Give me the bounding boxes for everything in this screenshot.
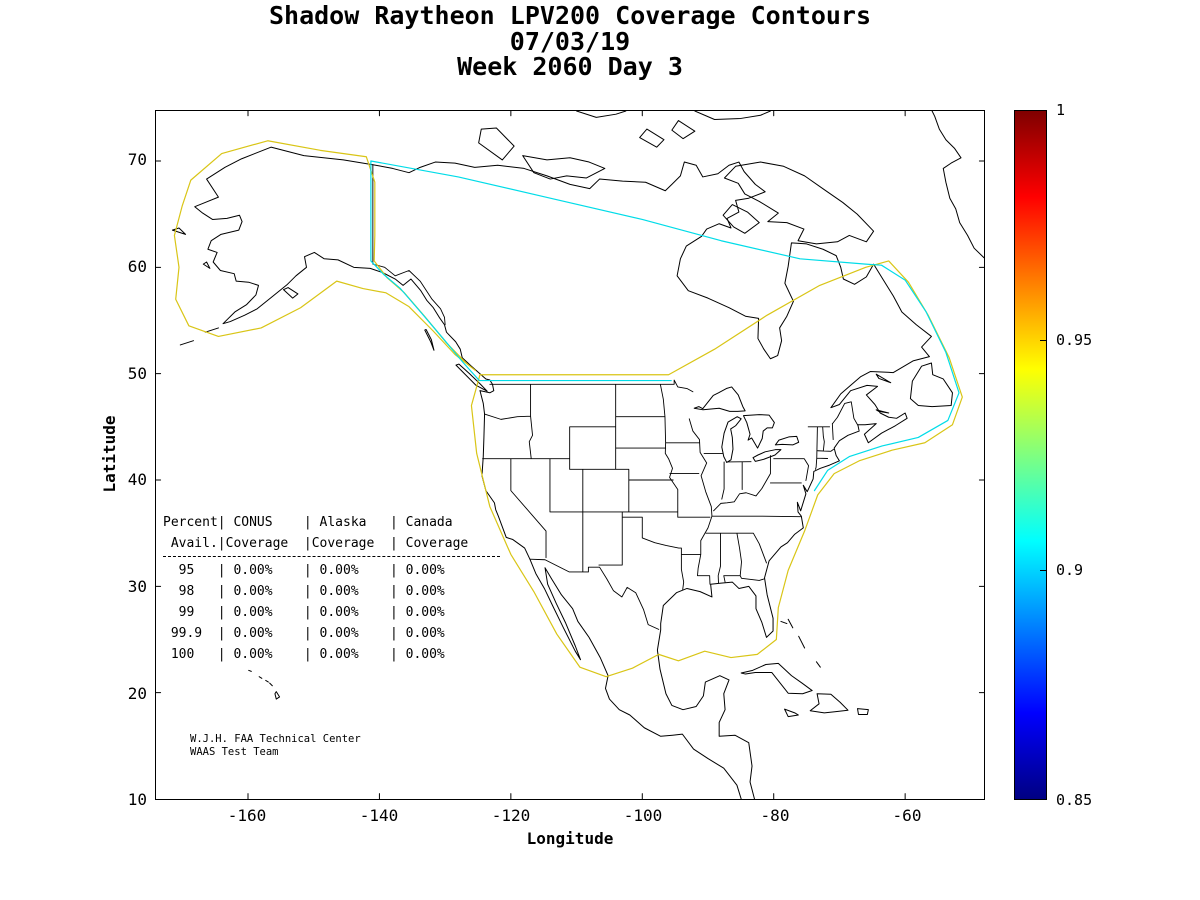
y-tick-label: 50 (127, 364, 147, 383)
coverage-table-divider (163, 556, 500, 557)
north-america-map (156, 111, 984, 799)
x-tick-label: -140 (359, 806, 399, 825)
y-tick-label: 60 (127, 257, 147, 276)
colorbar-tick-label: 0.95 (1056, 331, 1093, 349)
x-tick-label: -100 (623, 806, 663, 825)
coverage-table-row-100: 100 | 0.00% | 0.00% | 0.00% (163, 647, 445, 662)
state-borders-path (373, 165, 858, 630)
y-tick-label: 40 (127, 470, 147, 489)
y-tick-label: 70 (127, 150, 147, 169)
coverage-table-header-row2: Avail.|Coverage |Coverage | Coverage (163, 536, 469, 551)
greenland-coast-path (932, 111, 984, 258)
coverage-table-row-98: 98 | 0.00% | 0.00% | 0.00% (163, 584, 445, 599)
coverage-table-row-99_9: 99.9 | 0.00% | 0.00% | 0.00% (163, 626, 445, 641)
plot-title-week: Week 2060 Day 3 (457, 52, 683, 81)
coverage-table-row-95: 95 | 0.00% | 0.00% | 0.00% (163, 563, 445, 578)
hawaii-islands-path (249, 670, 280, 699)
x-tick-label: -80 (760, 806, 790, 825)
coverage-table-header-row1: Percent| CONUS | Alaska | Canada (163, 515, 453, 530)
axis-tick-marks (156, 111, 984, 799)
plot-title-date: 07/03/19 (509, 27, 631, 56)
credit-line2: WAAS Test Team (190, 746, 279, 758)
y-tick-label: 20 (127, 684, 147, 703)
colorbar-tick-mark (1040, 340, 1047, 341)
map-plot-area (155, 110, 985, 800)
continent-coastline-path (195, 147, 932, 799)
credit-line1: W.J.H. FAA Technical Center (190, 733, 361, 745)
colorbar-tick-label: 0.85 (1056, 791, 1093, 809)
y-tick-label: 30 (127, 577, 147, 596)
colorbar (1014, 110, 1047, 800)
plot-title-line1: Shadow Raytheon LPV200 Coverage Contours (268, 1, 872, 30)
y-axis-label: Latitude (100, 415, 119, 493)
x-axis-label: Longitude (526, 829, 614, 848)
x-tick-label: -160 (227, 806, 267, 825)
colorbar-tick-label: 0.9 (1056, 561, 1084, 579)
coverage-contour-cyan (371, 161, 959, 491)
great-lakes-path (694, 387, 798, 462)
y-tick-label: 10 (127, 790, 147, 809)
colorbar-tick-label: 1 (1056, 101, 1066, 119)
coverage-table-row-99: 99 | 0.00% | 0.00% | 0.00% (163, 605, 445, 620)
colorbar-tick-mark (1040, 570, 1047, 571)
x-tick-label: -120 (491, 806, 531, 825)
islands-path (172, 111, 952, 717)
x-tick-label: -60 (892, 806, 922, 825)
